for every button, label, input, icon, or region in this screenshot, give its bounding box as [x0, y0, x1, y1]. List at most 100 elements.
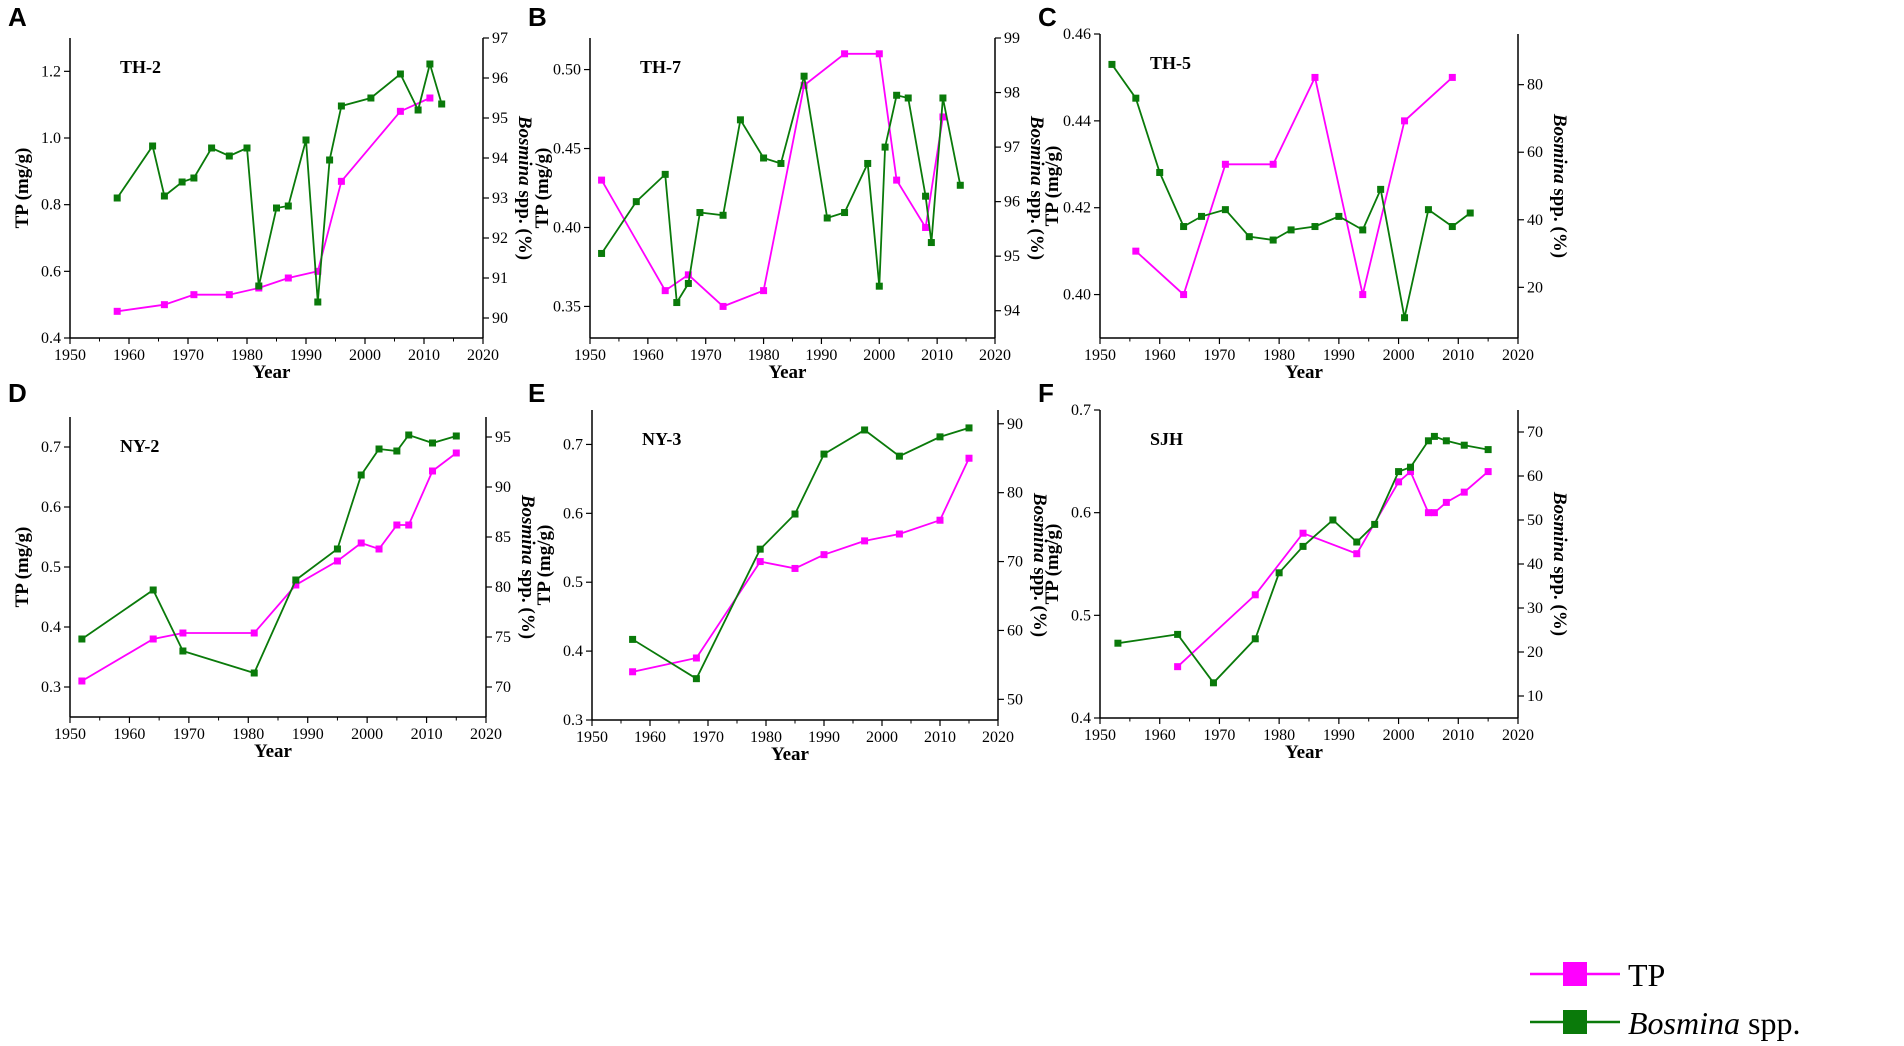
- bosmina-data-point: [1209, 679, 1217, 687]
- bosmina-data-point: [1371, 520, 1379, 528]
- bosmina-data-point: [1377, 185, 1385, 193]
- panel-letter: A: [8, 2, 27, 32]
- y-right-tick-label: 60: [1527, 144, 1543, 161]
- bosmina-data-point: [243, 144, 251, 152]
- x-tick-label: 2020: [470, 726, 502, 743]
- bosmina-data-point: [1299, 542, 1307, 550]
- bosmina-data-point: [149, 142, 157, 150]
- tp-data-point: [452, 449, 460, 457]
- y-left-tick-label: 1.0: [41, 130, 61, 147]
- x-tick-label: 2000: [349, 347, 381, 364]
- bosmina-data-point: [250, 669, 258, 677]
- tp-data-point: [820, 551, 828, 559]
- panel-letter: F: [1038, 378, 1054, 408]
- tp-data-point: [393, 521, 401, 529]
- tp-data-point: [893, 176, 901, 184]
- y-right-tick-label: 30: [1527, 600, 1543, 617]
- x-tick-label: 1990: [290, 347, 322, 364]
- y-right-tick-label: 90: [492, 310, 508, 327]
- site-label: TH-7: [640, 57, 681, 77]
- tp-data-point: [1359, 291, 1367, 299]
- bosmina-data-point: [1448, 223, 1456, 231]
- x-tick-label: 2010: [408, 347, 440, 364]
- y-right-tick-label: 70: [1007, 554, 1023, 571]
- tp-series-line: [117, 97, 431, 313]
- y-right-axis-title-italic: Bosmina: [1026, 115, 1047, 186]
- bosmina-series-line: [1111, 63, 1471, 318]
- x-axis-title: Year: [1285, 742, 1324, 763]
- bosmina-data-point: [1484, 446, 1492, 454]
- y-left-tick-label: 0.6: [563, 505, 583, 522]
- bosmina-data-point: [393, 447, 401, 455]
- bosmina-data-point: [673, 299, 681, 307]
- x-tick-label: 1950: [574, 347, 606, 364]
- x-tick-label: 2020: [1502, 727, 1534, 744]
- y-right-tick-label: 94: [1004, 303, 1020, 320]
- y-right-axis-title-italic: Bosmina: [1549, 113, 1570, 184]
- bosmina-data-point: [429, 439, 437, 447]
- y-right-axis-title-italic: Bosmina: [1029, 492, 1050, 563]
- bosmina-data-point: [333, 545, 341, 553]
- bosmina-data-point: [426, 60, 434, 68]
- x-tick-label: 2020: [1502, 347, 1534, 364]
- legend-bosmina-marker: [1563, 1010, 1587, 1034]
- bosmina-data-point: [1221, 206, 1229, 214]
- bosmina-data-point: [1442, 437, 1450, 445]
- bosmina-data-point: [864, 159, 872, 167]
- y-left-tick-label: 0.7: [1071, 402, 1091, 419]
- tp-data-point: [1353, 550, 1361, 558]
- bosmina-data-point: [823, 214, 831, 222]
- y-right-axis-title: Bosmina spp. (%): [1026, 115, 1047, 260]
- bosmina-data-point: [893, 91, 901, 99]
- bosmina-data-point: [927, 239, 935, 247]
- x-tick-label: 1990: [1323, 347, 1355, 364]
- tp-data-point: [149, 635, 157, 643]
- tp-data-point: [337, 177, 345, 185]
- bosmina-data-point: [820, 450, 828, 458]
- y-right-axis-title-rest: spp. (%): [1029, 563, 1050, 637]
- y-right-axis-title-rest: spp. (%): [517, 565, 538, 639]
- panel-e: E 1950 1960 1970 1980 1990 2000 2010 2020 0.3 0.4 0…: [528, 378, 1050, 765]
- bosmina-data-point: [684, 279, 692, 287]
- tp-data-point: [1424, 509, 1432, 517]
- panel-letter: B: [528, 2, 547, 32]
- x-axis-title: Year: [1285, 362, 1324, 383]
- x-tick-label: 1960: [113, 726, 145, 743]
- y-right-axis-title: Bosmina spp. (%): [1029, 492, 1050, 637]
- x-tick-label: 1980: [232, 726, 264, 743]
- y-left-tick-label: 1.2: [41, 63, 61, 80]
- bosmina-data-point: [1251, 635, 1259, 643]
- tp-data-point: [405, 521, 413, 529]
- bosmina-data-point: [756, 545, 764, 553]
- bosmina-data-point: [405, 431, 413, 439]
- y-left-tick-label: 0.42: [1063, 200, 1091, 217]
- y-right-axis-title-italic: Bosmina: [514, 115, 535, 186]
- y-right-tick-label: 90: [495, 479, 511, 496]
- y-right-tick-label: 95: [1004, 248, 1020, 265]
- y-left-tick-label: 0.35: [553, 298, 581, 315]
- y-right-axis-title-rest: spp. (%): [514, 186, 535, 260]
- bosmina-data-point: [396, 70, 404, 78]
- y-right-tick-label: 91: [492, 270, 508, 287]
- x-axis-title: Year: [254, 741, 293, 762]
- y-left-tick-label: 0.4: [1071, 710, 1091, 727]
- x-tick-label: 1970: [690, 347, 722, 364]
- x-tick-label: 1990: [805, 347, 837, 364]
- y-left-tick-label: 0.50: [553, 62, 581, 79]
- bosmina-data-point: [632, 198, 640, 206]
- x-tick-label: 2010: [924, 729, 956, 746]
- bosmina-data-point: [939, 94, 947, 102]
- site-label: NY-3: [642, 429, 681, 449]
- y-right-tick-label: 75: [495, 629, 511, 646]
- bosmina-data-point: [841, 209, 849, 217]
- bosmina-data-point: [661, 170, 669, 178]
- tp-data-point: [1299, 529, 1307, 537]
- bosmina-data-point: [337, 102, 345, 110]
- bosmina-data-point: [438, 100, 446, 108]
- x-tick-label: 1950: [54, 347, 86, 364]
- y-right-tick-label: 94: [492, 150, 508, 167]
- bosmina-data-point: [292, 576, 300, 584]
- y-left-tick-label: 0.6: [41, 499, 61, 516]
- tp-data-point: [190, 291, 198, 299]
